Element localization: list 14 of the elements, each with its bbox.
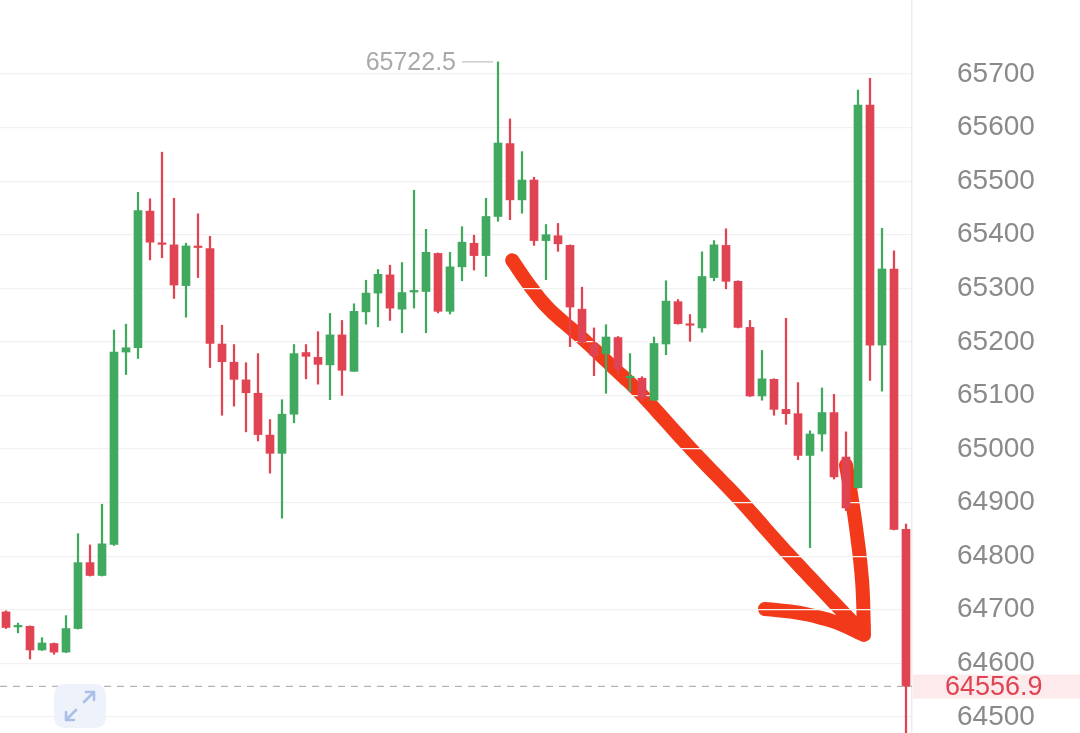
annotation: 65722.5 <box>365 46 456 75</box>
y-tick-label: 64500 <box>957 699 1035 731</box>
y-tick-label: 65000 <box>957 431 1035 463</box>
y-tick-label: 65600 <box>957 110 1035 142</box>
y-tick-label: 65500 <box>957 163 1035 195</box>
y-tick-label: 65400 <box>957 217 1035 249</box>
y-tick-label: 65700 <box>957 56 1035 88</box>
ref-line-label: 64556.9 <box>945 670 1043 701</box>
y-tick-label: 65200 <box>957 324 1035 356</box>
y-tick-label: 65300 <box>957 270 1035 302</box>
y-tick-label: 64700 <box>957 592 1035 624</box>
y-tick-label: 64900 <box>957 485 1035 517</box>
y-tick-label: 65100 <box>957 378 1035 410</box>
y-tick-label: 64800 <box>957 538 1035 570</box>
